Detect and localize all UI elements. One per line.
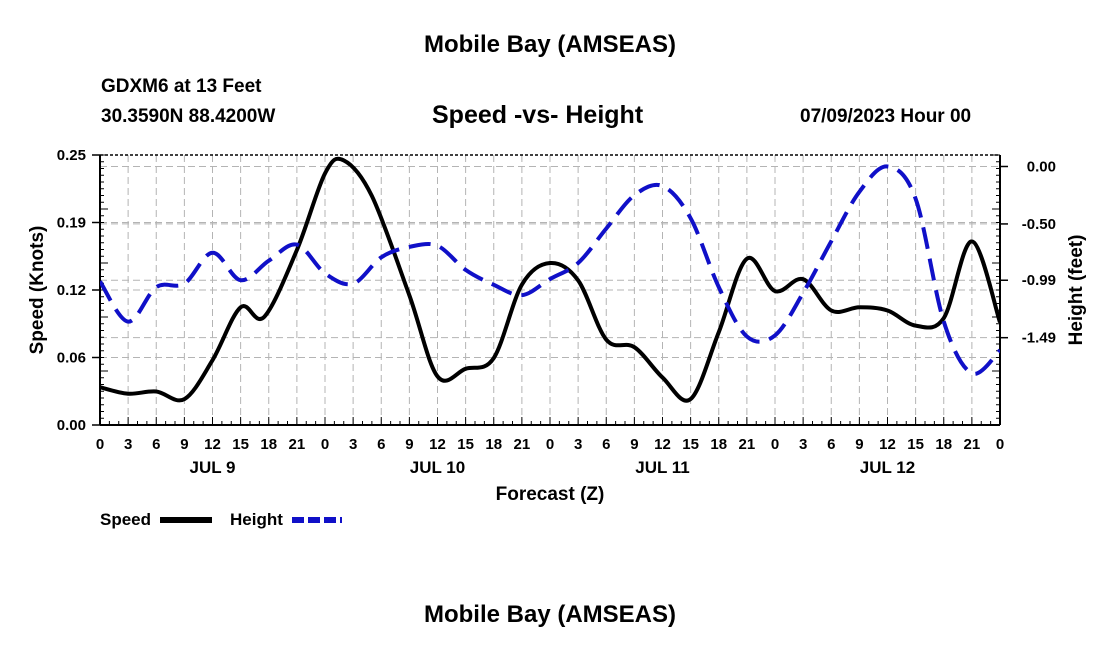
legend-height-label: Height	[230, 510, 283, 529]
x-tick-label: 3	[124, 436, 132, 453]
x-tick-label: 21	[289, 436, 306, 453]
y-tick-label: 0.25	[57, 147, 86, 164]
x-tick-label: 21	[739, 436, 756, 453]
y2-tick-label: -0.50	[1022, 216, 1056, 233]
speed-height-chart: 0 3 6 9 12 15 18 21 0 3 6 9 12 15 18 21 0 3 6 9 12 15 18 21 0 3 6 9…	[27, 147, 1087, 505]
legend-speed-swatch	[160, 517, 212, 523]
x-tick-label: 0	[771, 436, 779, 453]
x-tick-label: 12	[429, 436, 446, 453]
x-tick-label: 3	[574, 436, 582, 453]
y-tick-label: 0.00	[57, 417, 86, 434]
y-tick-label: 0.19	[57, 215, 86, 232]
y2-tick-label: -1.49	[1022, 330, 1056, 347]
station-name: GDXM6 at 13 Feet	[101, 76, 262, 97]
chart-title: Speed -vs- Height	[432, 101, 644, 129]
y-tick-label: 0.12	[57, 282, 86, 299]
x-tick-label: 12	[654, 436, 671, 453]
forecast-run-time: 07/09/2023 Hour 00	[800, 106, 972, 127]
x-tick-label: 3	[799, 436, 807, 453]
x-tick-label: 18	[260, 436, 277, 453]
x-tick-label: 9	[180, 436, 188, 453]
page-title-repeat: Mobile Bay (AMSEAS)	[423, 601, 677, 628]
x-tick-label: 6	[377, 436, 385, 453]
x-tick-label: 6	[827, 436, 835, 453]
height-series-line	[100, 164, 1000, 376]
x-tick-label: 15	[232, 436, 249, 453]
station-coordinates: 30.3590N 88.4200W	[101, 106, 276, 127]
x-tick-label: 18	[710, 436, 727, 453]
legend-speed-label: Speed	[100, 510, 152, 529]
y2-tick-label: -0.99	[1022, 272, 1056, 289]
x-day-label: JUL 12	[860, 458, 915, 477]
x-tick-label: 0	[321, 436, 329, 453]
legend-height-swatch	[292, 517, 342, 523]
speed-series-line	[100, 156, 1000, 403]
x-tick-label: 0	[996, 436, 1004, 453]
x-tick-label: 9	[855, 436, 863, 453]
x-tick-label: 21	[964, 436, 981, 453]
x-tick-label: 18	[485, 436, 502, 453]
x-tick-label: 0	[96, 436, 104, 453]
y-tick-label: 0.06	[57, 350, 86, 367]
x-day-label: JUL 10	[410, 458, 465, 477]
y-axis-label: Speed (Knots)	[27, 226, 48, 355]
x-axis-label: Forecast (Z)	[496, 484, 605, 505]
x-tick-label: 15	[907, 436, 924, 453]
x-tick-label: 12	[879, 436, 896, 453]
x-day-label: JUL 11	[635, 458, 690, 477]
x-day-label: JUL 9	[190, 458, 236, 477]
x-tick-label: 9	[630, 436, 638, 453]
x-tick-label: 15	[682, 436, 699, 453]
x-tick-label: 0	[546, 436, 554, 453]
x-tick-label: 21	[514, 436, 531, 453]
y2-axis-label: Height (feet)	[1066, 235, 1087, 346]
x-tick-label: 12	[204, 436, 221, 453]
x-tick-label: 6	[602, 436, 610, 453]
page-title: Mobile Bay (AMSEAS)	[423, 31, 677, 58]
x-tick-label: 6	[152, 436, 160, 453]
x-tick-label: 18	[935, 436, 952, 453]
x-tick-label: 9	[405, 436, 413, 453]
x-tick-label: 15	[457, 436, 474, 453]
x-tick-label: 3	[349, 436, 357, 453]
y2-tick-label: 0.00	[1027, 158, 1056, 175]
